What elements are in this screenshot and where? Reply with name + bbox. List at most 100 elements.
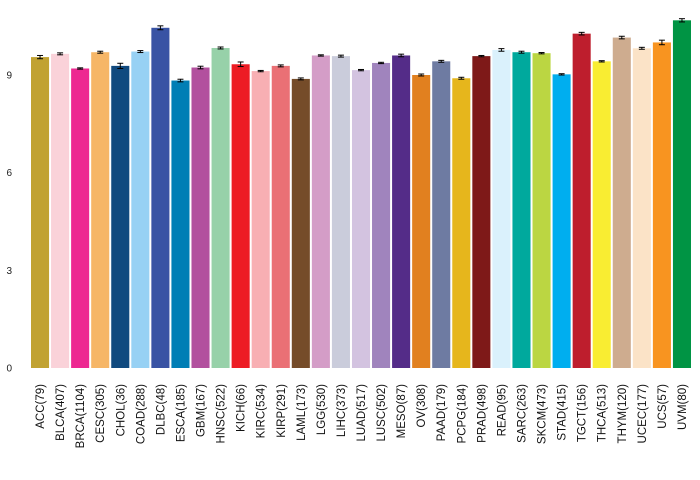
error-bar xyxy=(518,50,525,54)
bar xyxy=(351,70,371,369)
category-label: UCEC(177) xyxy=(637,384,649,444)
category-label: CHOL(36) xyxy=(115,384,127,437)
category-label: TGCT(156) xyxy=(577,384,589,442)
category-label: BRCA(1104) xyxy=(75,384,87,449)
category-label: UVM(80) xyxy=(677,384,689,430)
error-bar xyxy=(337,54,344,58)
category-label: THYM(120) xyxy=(617,384,629,444)
y-tick-label: 0 xyxy=(6,364,12,375)
category-label: OV(308) xyxy=(416,384,428,428)
category-label: COAD(288) xyxy=(135,384,147,444)
category-label: THCA(513) xyxy=(597,384,609,442)
category-label: PAAD(179) xyxy=(436,384,448,441)
bar xyxy=(452,78,471,368)
bar xyxy=(552,74,571,368)
error-bar xyxy=(458,76,465,80)
bar xyxy=(672,20,691,369)
error-bar xyxy=(678,18,685,23)
category-label: SARC(263) xyxy=(516,384,528,443)
category-label: LIHC(373) xyxy=(336,384,348,437)
category-label: READ(95) xyxy=(496,384,508,437)
bar xyxy=(532,53,551,368)
error-bar xyxy=(618,35,625,40)
error-bar xyxy=(37,54,44,60)
bar xyxy=(512,52,531,369)
error-bar xyxy=(117,62,124,69)
bar xyxy=(311,55,330,368)
error-bar xyxy=(598,60,605,63)
error-bar xyxy=(77,67,84,70)
error-bar xyxy=(578,31,585,36)
category-label: UCS(57) xyxy=(657,384,669,429)
category-label: KIRP(291) xyxy=(276,384,288,438)
bar xyxy=(652,42,671,368)
bar xyxy=(331,56,350,369)
error-bar xyxy=(418,73,425,77)
category-label: SKCM(473) xyxy=(537,384,549,444)
category-label: LUAD(517) xyxy=(356,384,368,442)
category-label: HNSC(522) xyxy=(216,384,228,444)
y-tick-label: 9 xyxy=(6,71,12,82)
bar xyxy=(432,61,451,368)
category-label: STAD(415) xyxy=(557,384,569,441)
category-label: LUSC(502) xyxy=(376,384,388,442)
bar xyxy=(572,33,591,369)
error-bar xyxy=(277,64,284,68)
error-bar xyxy=(358,68,364,72)
error-bars-group xyxy=(37,18,685,83)
bar xyxy=(412,75,431,368)
x-axis-labels: ACC(79) BLCA(407) BRCA(1104) CESC(305) CHOL(… xyxy=(35,384,689,449)
category-label: LGG(530) xyxy=(316,384,328,435)
bar xyxy=(111,65,130,368)
category-label: ESCA(185) xyxy=(175,384,187,442)
category-label: ACC(79) xyxy=(35,384,47,429)
error-bar xyxy=(317,54,324,57)
error-bar xyxy=(197,65,204,70)
bar xyxy=(492,49,511,369)
error-bar xyxy=(558,73,565,76)
bar xyxy=(151,27,170,368)
bar xyxy=(612,37,631,369)
category-label: MESO(87) xyxy=(396,384,408,438)
bar xyxy=(372,62,391,368)
error-bar xyxy=(498,48,505,52)
category-label: LAML(173) xyxy=(296,384,308,441)
bar xyxy=(171,80,190,368)
category-label: DLBC(48) xyxy=(155,384,167,435)
bar xyxy=(251,71,270,368)
category-label: GBM(167) xyxy=(196,384,208,437)
error-bar xyxy=(157,25,164,31)
bar xyxy=(51,53,70,369)
error-bar xyxy=(137,50,144,54)
category-label: PRAD(498) xyxy=(476,384,488,443)
error-bar xyxy=(237,61,244,68)
y-tick-label: 6 xyxy=(6,168,12,179)
bar xyxy=(91,52,110,369)
bar xyxy=(592,61,611,368)
bars-group xyxy=(31,20,691,369)
error-bar xyxy=(478,54,485,58)
bar xyxy=(632,48,651,369)
error-bar xyxy=(177,78,184,83)
category-label: CESC(305) xyxy=(95,384,107,443)
error-bar xyxy=(398,53,405,58)
error-bar xyxy=(297,77,304,81)
error-bar xyxy=(638,46,645,50)
bar xyxy=(191,67,210,368)
bar xyxy=(472,56,491,369)
error-bar xyxy=(57,52,64,56)
category-label: PCPG(184) xyxy=(456,384,468,444)
bar xyxy=(291,78,310,368)
bar xyxy=(392,55,411,368)
y-tick-label: 3 xyxy=(6,266,12,277)
bar xyxy=(31,57,50,369)
y-axis: 0 3 6 9 xyxy=(6,71,12,375)
error-bar xyxy=(217,46,224,50)
category-label: KICH(66) xyxy=(236,384,248,432)
bar xyxy=(271,65,290,368)
error-bar xyxy=(378,61,385,65)
bar xyxy=(231,64,250,368)
error-bar xyxy=(438,59,445,63)
bar xyxy=(211,47,230,368)
